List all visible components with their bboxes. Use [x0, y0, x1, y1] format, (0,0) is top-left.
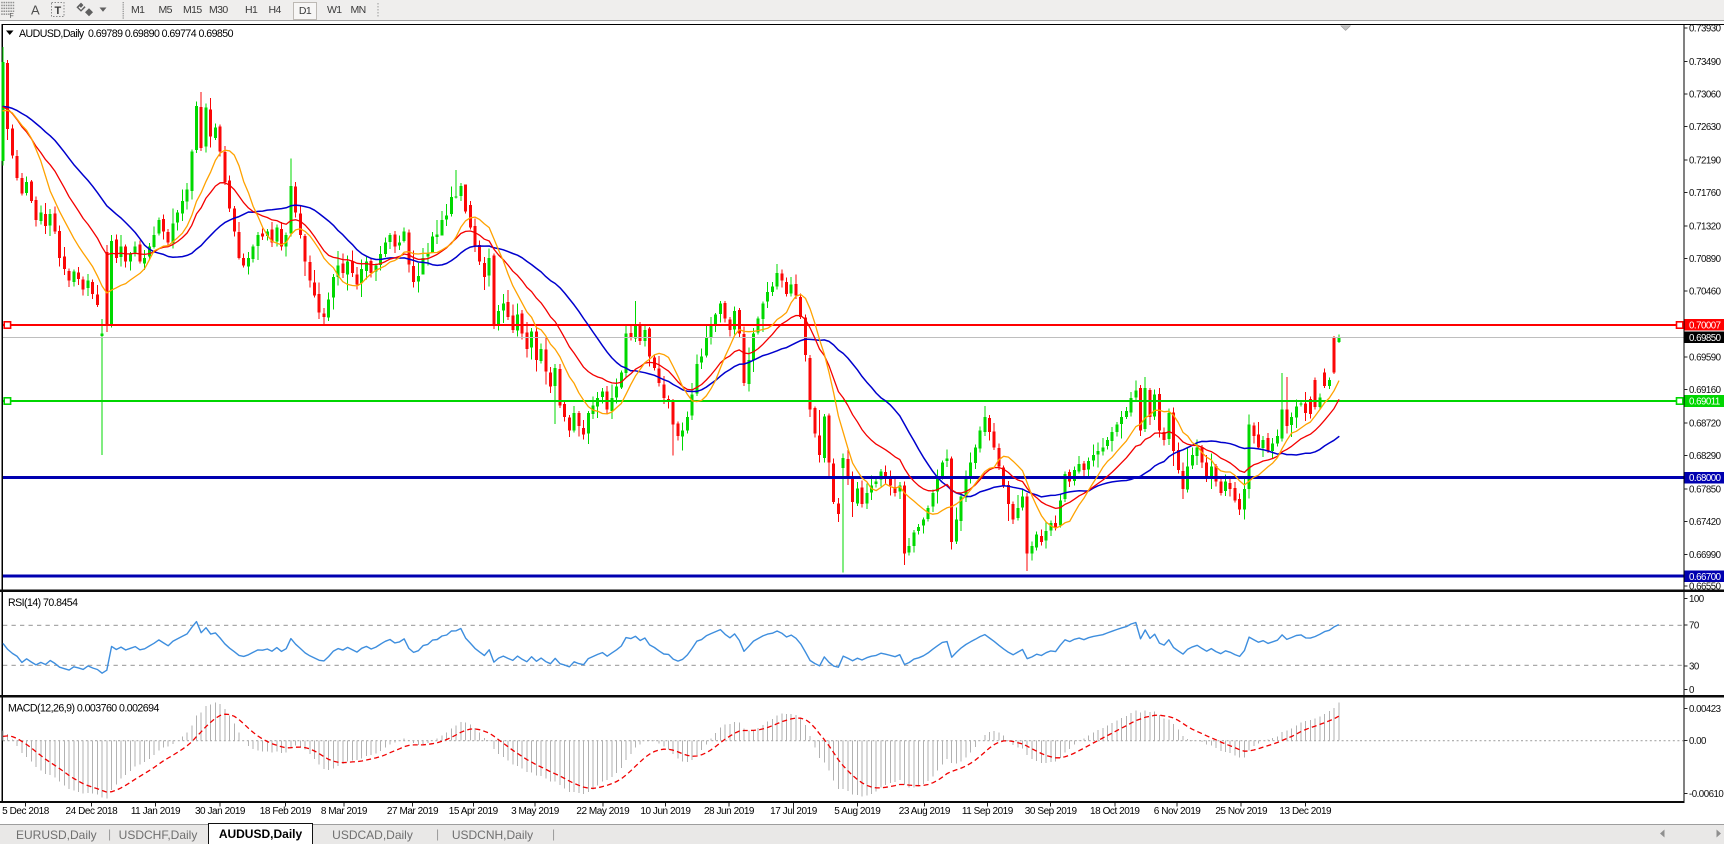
svg-text:11 Sep 2019: 11 Sep 2019 [962, 806, 1014, 817]
svg-text:MACD(12,26,9) 0.003760 0.00269: MACD(12,26,9) 0.003760 0.002694 [8, 703, 159, 715]
svg-text:-0.00610: -0.00610 [1689, 789, 1724, 800]
svg-text:70: 70 [1689, 621, 1700, 632]
svg-text:0.73930: 0.73930 [1689, 24, 1722, 35]
svg-text:18 Feb 2019: 18 Feb 2019 [260, 806, 312, 817]
svg-text:22 May 2019: 22 May 2019 [576, 806, 630, 817]
svg-text:18 Oct 2019: 18 Oct 2019 [1090, 806, 1140, 817]
svg-text:8 Mar 2019: 8 Mar 2019 [321, 806, 368, 817]
svg-text:0.72190: 0.72190 [1689, 156, 1722, 167]
svg-text:24 Dec 2018: 24 Dec 2018 [66, 806, 119, 817]
svg-text:0.68290: 0.68290 [1689, 451, 1722, 462]
svg-text:0.73490: 0.73490 [1689, 57, 1722, 68]
svg-text:3 May 2019: 3 May 2019 [511, 806, 560, 817]
svg-text:0.69160: 0.69160 [1689, 385, 1722, 396]
svg-text:0.70460: 0.70460 [1689, 287, 1722, 298]
svg-text:0.69789 0.69890 0.69774 0.6985: 0.69789 0.69890 0.69774 0.69850 [88, 28, 234, 40]
svg-text:0.69590: 0.69590 [1689, 353, 1722, 364]
svg-text:F: F [10, 13, 14, 20]
svg-text:30 Jan 2019: 30 Jan 2019 [195, 806, 246, 817]
svg-text:0.69850: 0.69850 [1689, 333, 1722, 344]
svg-text:A: A [31, 3, 40, 18]
svg-text:0.67850: 0.67850 [1689, 485, 1722, 496]
svg-text:6 Nov 2019: 6 Nov 2019 [1154, 806, 1202, 817]
svg-text:0.66700: 0.66700 [1689, 572, 1722, 583]
svg-text:17 Jul 2019: 17 Jul 2019 [770, 806, 818, 817]
svg-text:0.70007: 0.70007 [1689, 320, 1721, 331]
svg-text:0: 0 [1689, 685, 1695, 696]
svg-text:30: 30 [1689, 662, 1700, 673]
svg-text:100: 100 [1689, 594, 1705, 605]
svg-text:T: T [55, 5, 62, 17]
svg-text:RSI(14) 70.8454: RSI(14) 70.8454 [8, 597, 78, 609]
svg-text:0.71320: 0.71320 [1689, 222, 1722, 233]
svg-text:0.68000: 0.68000 [1689, 473, 1722, 484]
svg-text:27 Mar 2019: 27 Mar 2019 [387, 806, 439, 817]
svg-text:0.73060: 0.73060 [1689, 90, 1722, 101]
svg-text:0.66990: 0.66990 [1689, 550, 1722, 561]
svg-text:15 Apr 2019: 15 Apr 2019 [449, 806, 499, 817]
svg-text:0.00: 0.00 [1689, 736, 1707, 747]
svg-text:0.71760: 0.71760 [1689, 188, 1722, 199]
svg-text:25 Nov 2019: 25 Nov 2019 [1215, 806, 1268, 817]
svg-text:0.72630: 0.72630 [1689, 122, 1722, 133]
svg-text:0.69011: 0.69011 [1689, 397, 1720, 408]
svg-text:13 Dec 2019: 13 Dec 2019 [1279, 806, 1332, 817]
svg-text:0.68720: 0.68720 [1689, 419, 1722, 430]
svg-text:AUDUSD,Daily: AUDUSD,Daily [19, 28, 85, 40]
svg-text:0.00423: 0.00423 [1689, 704, 1721, 715]
svg-text:0.66550: 0.66550 [1689, 581, 1722, 592]
svg-text:11 Jan 2019: 11 Jan 2019 [131, 806, 181, 817]
svg-text:28 Jun 2019: 28 Jun 2019 [704, 806, 755, 817]
svg-text:30 Sep 2019: 30 Sep 2019 [1025, 806, 1078, 817]
svg-text:0.70890: 0.70890 [1689, 254, 1722, 265]
svg-text:5 Aug 2019: 5 Aug 2019 [834, 806, 881, 817]
svg-text:5 Dec 2018: 5 Dec 2018 [2, 806, 50, 817]
svg-text:0.67420: 0.67420 [1689, 517, 1722, 528]
svg-text:23 Aug 2019: 23 Aug 2019 [899, 806, 951, 817]
svg-text:10 Jun 2019: 10 Jun 2019 [640, 806, 691, 817]
